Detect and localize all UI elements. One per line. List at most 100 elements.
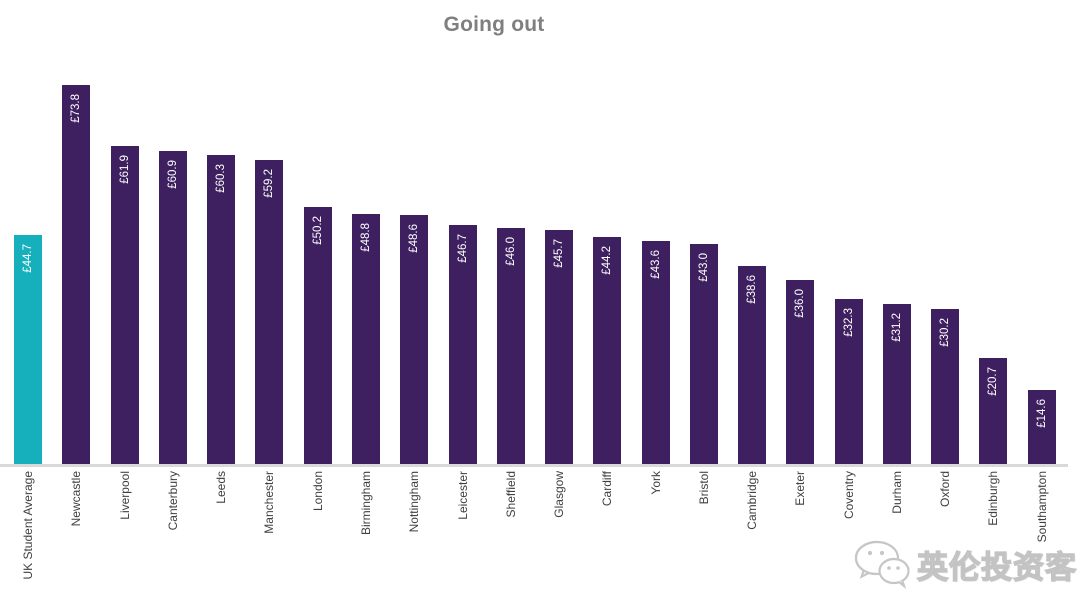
bar-durham: £31.2 (882, 304, 911, 465)
bar-value-label: £32.3 (842, 308, 855, 337)
bar-manchester: £59.2 (255, 160, 284, 465)
category-slot-bristol: Bristol (680, 471, 728, 609)
bar-value-label: £73.8 (70, 94, 83, 123)
category-slot-manchester: Manchester (245, 471, 293, 609)
category-slot-nottingham: Nottingham (390, 471, 438, 609)
bar-value-label: £60.3 (215, 164, 228, 193)
category-slot-birmingham: Birmingham (342, 471, 390, 609)
bar-slot-liverpool: £61.9 (101, 70, 149, 465)
category-slot-coventry: Coventry (825, 471, 873, 609)
bar-value-label: £46.7 (456, 234, 469, 263)
bar-slot-bristol: £43.0 (680, 70, 728, 465)
category-slot-exeter: Exeter (776, 471, 824, 609)
x-axis-line (0, 464, 1068, 467)
category-label: Bristol (696, 471, 711, 505)
bar-slot-canterbury: £60.9 (149, 70, 197, 465)
bar-liverpool: £61.9 (110, 146, 139, 465)
category-slot-leicester: Leicester (438, 471, 486, 609)
category-label: York (648, 471, 663, 495)
bar-slot-birmingham: £48.8 (342, 70, 390, 465)
bar-birmingham: £48.8 (351, 214, 380, 465)
bar-value-label: £31.2 (890, 313, 903, 342)
bar-slot-manchester: £59.2 (245, 70, 293, 465)
category-slot-cambridge: Cambridge (728, 471, 776, 609)
category-label: Cardiff (600, 471, 615, 507)
bar-value-label: £20.7 (987, 367, 1000, 396)
category-slot-york: York (631, 471, 679, 609)
bar-slot-london: £50.2 (294, 70, 342, 465)
category-label: Leicester (455, 471, 470, 520)
category-slot-cardiff: Cardiff (583, 471, 631, 609)
bar-coventry: £32.3 (834, 299, 863, 465)
bar-uk-student-average: £44.7 (14, 235, 43, 465)
bar-slot-leicester: £46.7 (438, 70, 486, 465)
bar-slot-glasgow: £45.7 (535, 70, 583, 465)
category-label: Nottingham (407, 471, 422, 533)
bar-glasgow: £45.7 (545, 230, 574, 465)
bar-slot-newcastle: £73.8 (52, 70, 100, 465)
category-slot-durham: Durham (873, 471, 921, 609)
category-slot-newcastle: Newcastle (52, 471, 100, 609)
bar-value-label: £36.0 (794, 289, 807, 318)
category-label: Sheffield (503, 471, 518, 518)
bar-slot-cardiff: £44.2 (583, 70, 631, 465)
category-slot-uk-student-average: UK Student Average (4, 471, 52, 609)
bar-slot-uk-student-average: £44.7 (4, 70, 52, 465)
category-slot-leeds: Leeds (197, 471, 245, 609)
bar-slot-york: £43.6 (631, 70, 679, 465)
bar-exeter: £36.0 (786, 280, 815, 465)
bar-nottingham: £48.6 (400, 215, 429, 465)
bar-bristol: £43.0 (689, 244, 718, 465)
category-slot-canterbury: Canterbury (149, 471, 197, 609)
category-slot-edinburgh: Edinburgh (969, 471, 1017, 609)
bar-slot-oxford: £30.2 (921, 70, 969, 465)
bar-slot-durham: £31.2 (873, 70, 921, 465)
category-label: Newcastle (69, 471, 84, 527)
bar-slot-coventry: £32.3 (825, 70, 873, 465)
category-label: Edinburgh (986, 471, 1001, 526)
category-label: Leeds (214, 471, 229, 504)
bar-value-label: £44.2 (601, 246, 614, 275)
category-label: Southampton (1034, 471, 1049, 543)
category-label: Birmingham (358, 471, 373, 536)
bar-slot-nottingham: £48.6 (390, 70, 438, 465)
bar-newcastle: £73.8 (62, 85, 91, 465)
bar-cardiff: £44.2 (593, 237, 622, 465)
bar-value-label: £46.0 (504, 237, 517, 266)
bar-value-label: £14.6 (1035, 399, 1048, 428)
category-label: Coventry (841, 471, 856, 520)
bar-london: £50.2 (303, 207, 332, 465)
category-label: Liverpool (117, 471, 132, 520)
category-label: Durham (889, 471, 904, 514)
bar-sheffield: £46.0 (496, 228, 525, 465)
bar-value-label: £61.9 (118, 155, 131, 184)
bar-value-label: £30.2 (939, 318, 952, 347)
bar-cambridge: £38.6 (738, 266, 767, 465)
category-slot-oxford: Oxford (921, 471, 969, 609)
category-label: London (310, 471, 325, 512)
bar-value-label: £48.8 (359, 223, 372, 252)
category-slot-sheffield: Sheffield (487, 471, 535, 609)
bar-value-label: £45.7 (553, 239, 566, 268)
bar-value-label: £59.2 (263, 169, 276, 198)
category-label: Oxford (938, 471, 953, 508)
bar-slot-leeds: £60.3 (197, 70, 245, 465)
bar-value-label: £38.6 (746, 275, 759, 304)
bar-slot-cambridge: £38.6 (728, 70, 776, 465)
category-label: Canterbury (165, 471, 180, 531)
category-labels-row: UK Student Average Newcastle Liverpool Cant… (4, 471, 1066, 609)
bar-slot-edinburgh: £20.7 (969, 70, 1017, 465)
bar-slot-southampton: £14.6 (1018, 70, 1066, 465)
category-label: Manchester (262, 471, 277, 534)
bar-southampton: £14.6 (1027, 390, 1056, 465)
bar-value-label: £43.0 (697, 253, 710, 282)
bars-row: £44.7 £73.8 £61.9 £60.9 £60.3 £59.2 £50.2 £48.8… (4, 70, 1066, 465)
category-label: UK Student Average (21, 471, 36, 580)
bar-value-label: £44.7 (22, 244, 35, 273)
bar-value-label: £60.9 (166, 160, 179, 189)
category-label: Cambridge (745, 471, 760, 530)
bar-oxford: £30.2 (931, 309, 960, 465)
category-label: Glasgow (552, 471, 567, 518)
bar-york: £43.6 (641, 241, 670, 465)
